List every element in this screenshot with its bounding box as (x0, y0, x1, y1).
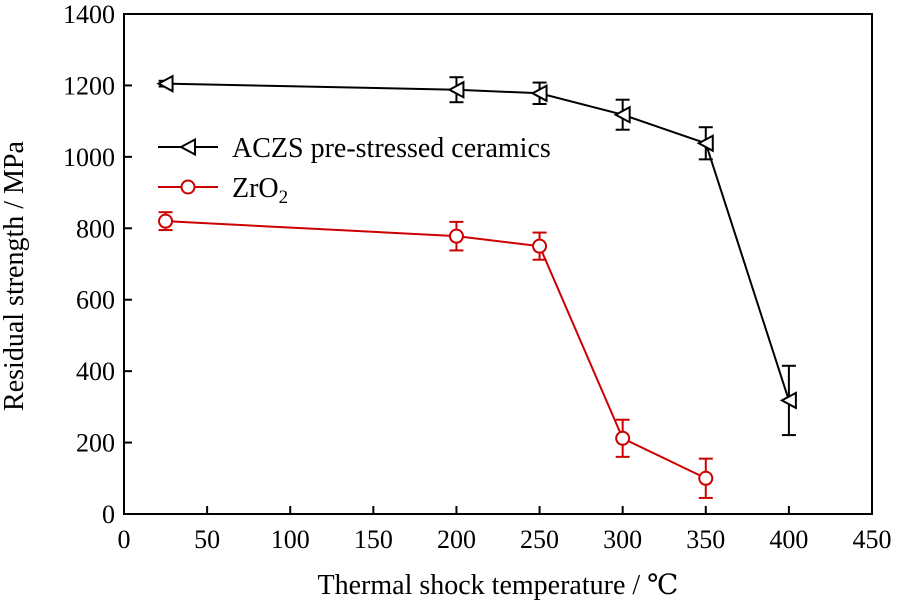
x-tick-label: 100 (271, 525, 310, 554)
legend-label-aczs: ACZS pre-stressed ceramics (232, 133, 551, 164)
legend-marker-zro2 (180, 179, 196, 195)
x-tick-label: 0 (118, 525, 131, 554)
series-0 (156, 74, 797, 437)
x-tick-label: 200 (437, 525, 476, 554)
data-point (613, 105, 631, 124)
data-point (615, 430, 631, 446)
data-point (447, 80, 465, 99)
legend-marker-aczs (178, 137, 196, 157)
plot-frame (123, 13, 873, 515)
y-tick-label: 800 (76, 214, 115, 243)
y-tick-label: 400 (76, 357, 115, 386)
legend: ACZS pre-stressed ceramics ZrO2 (158, 133, 551, 208)
plot-area (156, 74, 797, 499)
y-tick-label: 200 (76, 429, 115, 458)
y-tick-label: 1400 (63, 0, 115, 29)
data-point (696, 134, 714, 153)
data-point (532, 238, 548, 254)
data-point (156, 74, 174, 93)
x-tick-label: 50 (194, 525, 220, 554)
data-point (158, 213, 174, 229)
y-tick-label: 1000 (63, 143, 115, 172)
legend-label-zro2-main: ZrO (232, 173, 279, 204)
data-point (698, 470, 714, 486)
x-tick-label: 150 (354, 525, 393, 554)
y-axis-label: Residual strength / MPa (0, 140, 30, 410)
data-point (779, 391, 797, 410)
y-tick-label: 600 (76, 286, 115, 315)
x-tick-label: 250 (520, 525, 559, 554)
legend-label-zro2-sub: 2 (279, 187, 289, 208)
x-axis-label: Thermal shock temperature / ℃ (318, 570, 679, 601)
data-point (448, 228, 464, 244)
x-tick-label: 300 (603, 525, 642, 554)
y-tick-label: 1200 (63, 71, 115, 100)
x-tick-label: 400 (769, 525, 808, 554)
series-1 (158, 211, 714, 499)
x-tick-label: 350 (686, 525, 725, 554)
x-tick-label: 450 (853, 525, 892, 554)
series-line (165, 82, 790, 401)
legend-label-zro2: ZrO2 (232, 173, 288, 208)
y-tick-label: 0 (102, 500, 115, 529)
data-point (530, 84, 548, 103)
